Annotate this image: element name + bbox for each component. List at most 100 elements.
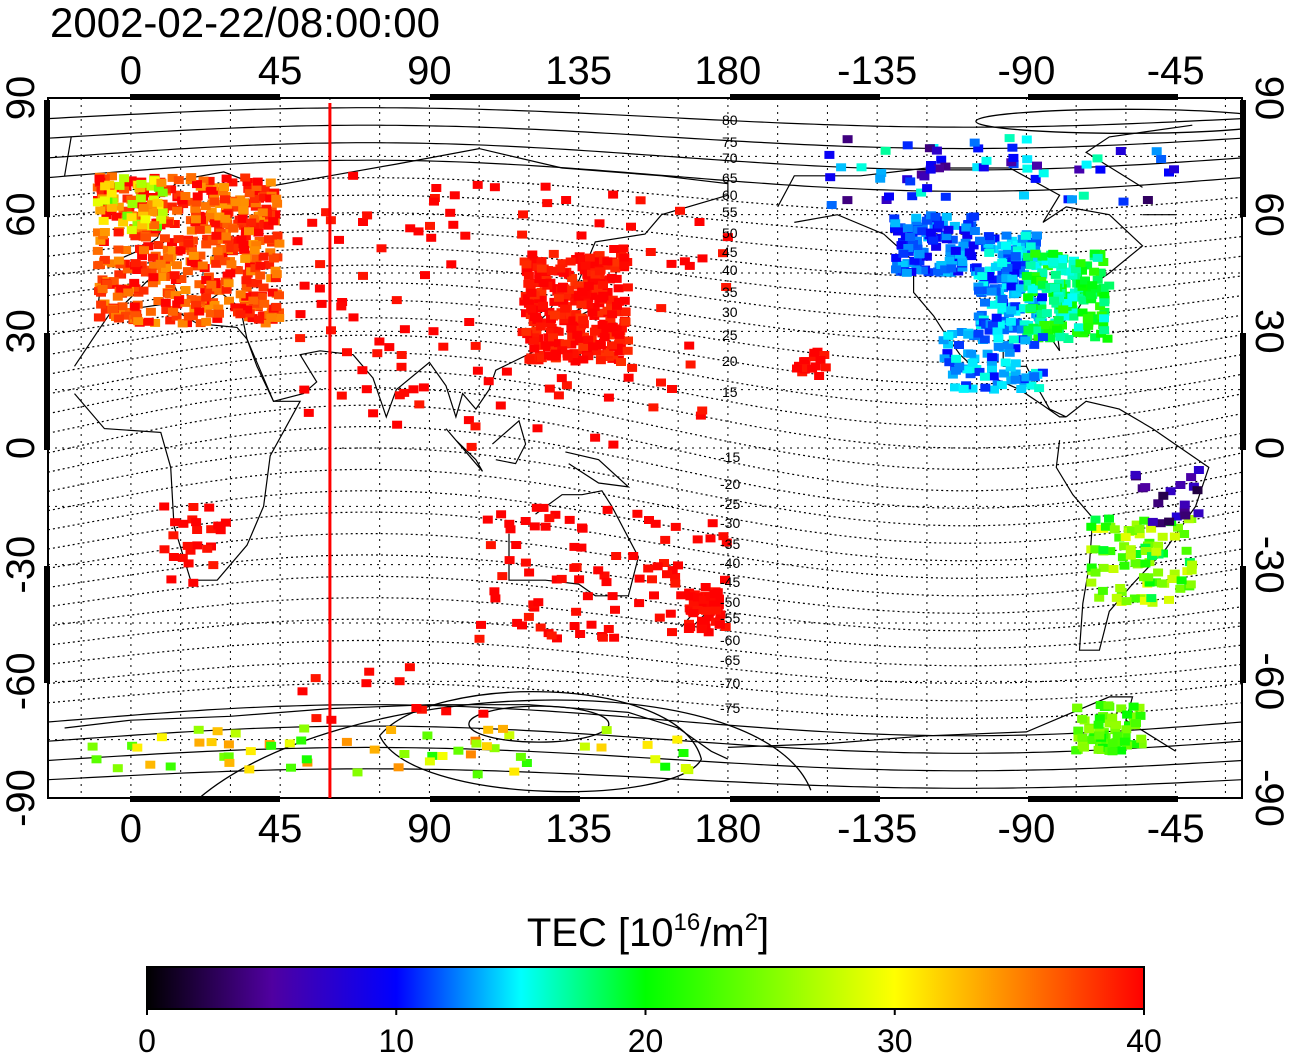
- tec-point: [1009, 268, 1020, 277]
- tec-point: [610, 605, 620, 614]
- tec-point: [489, 587, 500, 596]
- tec-point: [1104, 281, 1115, 290]
- tec-point: [156, 178, 167, 187]
- tec-point: [517, 621, 527, 630]
- tec-point: [263, 235, 274, 244]
- tec-point: [471, 739, 482, 748]
- mlat-contour: [48, 387, 1242, 470]
- tec-point: [112, 292, 123, 301]
- tec-point: [1169, 569, 1180, 578]
- tec-point: [654, 613, 665, 622]
- tec-point: [1098, 321, 1109, 329]
- tec-point: [219, 257, 230, 266]
- tec-point: [560, 304, 571, 313]
- tec-point: [536, 257, 547, 266]
- tec-point: [996, 381, 1007, 390]
- tec-point: [634, 599, 645, 608]
- tec-point: [549, 297, 560, 306]
- tec-point: [1073, 726, 1084, 735]
- tec-point: [1119, 737, 1130, 746]
- tec-point: [1139, 596, 1150, 605]
- contour-label: -15: [720, 449, 740, 465]
- tec-point: [292, 237, 303, 246]
- tec-point: [1090, 568, 1101, 577]
- tec-point: [565, 310, 576, 319]
- tec-point: [376, 244, 387, 253]
- tec-point: [515, 752, 526, 761]
- tec-point: [1094, 727, 1105, 736]
- tec-point: [156, 272, 167, 281]
- tec-point: [221, 202, 232, 211]
- tec-point: [966, 349, 977, 358]
- tec-point: [525, 284, 536, 293]
- mlat-contour: [48, 533, 1242, 597]
- tec-point: [177, 553, 188, 562]
- tec-point: [721, 538, 732, 547]
- tec-point: [264, 260, 275, 269]
- tec-point: [1053, 316, 1064, 325]
- tec-point: [1011, 318, 1022, 327]
- tec-point: [807, 364, 818, 373]
- tec-point: [531, 503, 542, 512]
- tec-point: [986, 357, 997, 366]
- tec-point: [251, 254, 262, 263]
- tec-point: [889, 214, 900, 223]
- tec-point: [1140, 483, 1151, 492]
- tec-point: [578, 320, 589, 329]
- colorbar-tick-label: 30: [877, 1023, 913, 1057]
- tec-point: [1098, 283, 1109, 292]
- tec-point: [160, 298, 171, 307]
- tec-point: [896, 241, 907, 250]
- tec-point: [98, 216, 109, 225]
- tec-point: [474, 634, 485, 643]
- tec-point: [1092, 275, 1103, 284]
- tec-point: [1015, 284, 1026, 293]
- tec-point: [274, 314, 285, 322]
- tec-point: [342, 348, 352, 357]
- tec-point: [718, 249, 728, 258]
- tec-point: [241, 276, 252, 285]
- tec-point: [1007, 143, 1018, 152]
- tec-point: [594, 219, 605, 228]
- tec-point: [1107, 739, 1118, 748]
- south-pole-ring-mid: [379, 691, 703, 793]
- tec-point: [230, 729, 241, 738]
- tec-point: [534, 270, 545, 279]
- left-latitude-ticks: 90 60 30 0 -30 -60 -90: [0, 76, 43, 827]
- tec-point: [249, 195, 260, 203]
- tec-point: [168, 553, 179, 561]
- tec-point: [1036, 299, 1047, 308]
- lon-tick-label: 45: [258, 807, 303, 851]
- tec-point: [619, 261, 630, 270]
- tec-point: [357, 366, 368, 375]
- tec-point: [202, 234, 213, 243]
- tec-point: [1115, 584, 1126, 592]
- tec-point: [931, 146, 942, 155]
- tec-point: [1164, 595, 1174, 604]
- tec-point: [688, 609, 699, 618]
- tec-point: [792, 364, 802, 373]
- tec-point: [1007, 274, 1018, 283]
- mlat-contour: [48, 426, 1242, 509]
- tec-point: [567, 274, 578, 282]
- tec-point: [694, 218, 705, 226]
- lon-tick-label: -45: [1147, 49, 1205, 93]
- tec-point: [1030, 174, 1041, 183]
- tec-point: [700, 583, 711, 591]
- tec-point: [679, 257, 690, 266]
- tec-point: [1095, 268, 1106, 277]
- mlat-contour: [48, 490, 1242, 562]
- tec-point: [526, 288, 537, 297]
- tec-point: [213, 304, 224, 313]
- tec-point: [129, 302, 140, 311]
- tec-point: [182, 267, 193, 276]
- tec-point: [1108, 565, 1119, 573]
- tec-point: [979, 372, 990, 381]
- tec-point: [1111, 720, 1121, 729]
- tec-point: [1037, 293, 1047, 302]
- tec-point: [1068, 312, 1079, 321]
- tec-point: [521, 759, 532, 767]
- tec-point: [178, 519, 189, 528]
- tec-point: [940, 265, 951, 274]
- tec-point: [159, 234, 170, 243]
